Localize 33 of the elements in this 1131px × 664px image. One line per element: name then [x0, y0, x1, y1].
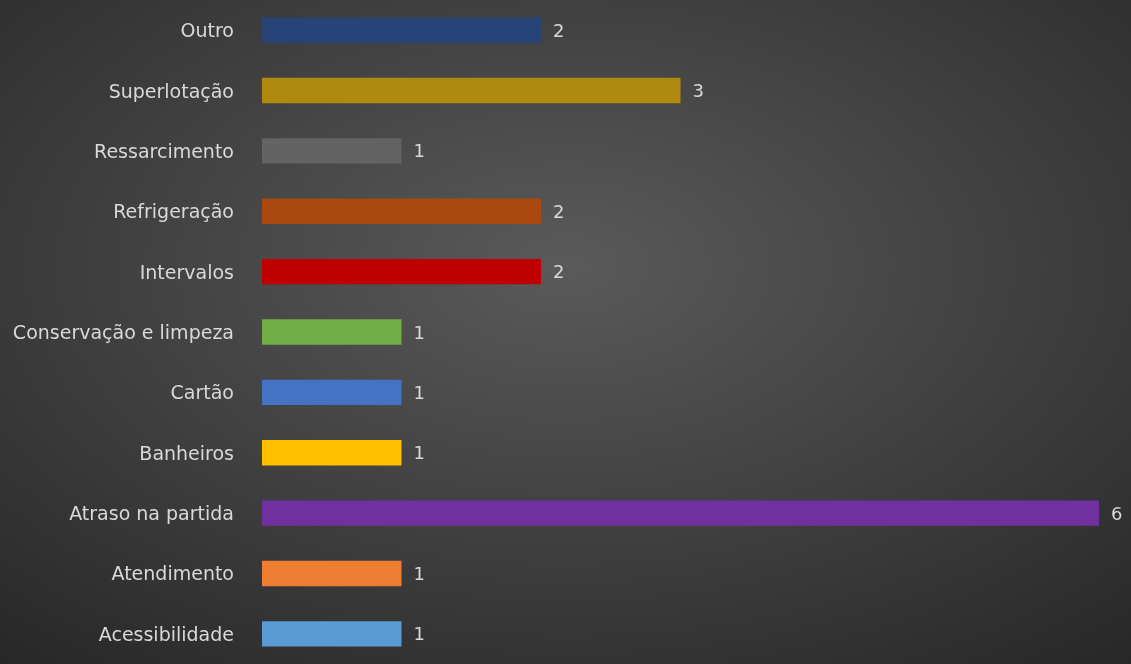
- y-tick-label: Cartão: [170, 381, 234, 404]
- y-tick-label: Intervalos: [139, 260, 234, 283]
- data-label: 2: [553, 261, 565, 283]
- data-label: 6: [1111, 502, 1123, 524]
- bar: [262, 319, 402, 345]
- y-tick-label: Superlotação: [108, 79, 234, 102]
- data-label: 1: [413, 140, 425, 162]
- data-label: 1: [413, 381, 425, 403]
- data-label: 2: [553, 19, 565, 41]
- bar: [262, 138, 402, 164]
- y-tick-label: Conservação e limpeza: [12, 321, 234, 343]
- y-tick-label: Atendimento: [111, 562, 234, 585]
- data-label: 2: [553, 200, 565, 222]
- bar: [262, 440, 402, 466]
- bar: [262, 77, 681, 104]
- y-tick-label: Outro: [180, 19, 234, 42]
- bar: [262, 17, 541, 43]
- data-label: 1: [413, 442, 425, 464]
- y-tick-label: Acessibilidade: [98, 622, 234, 645]
- bar: [262, 621, 402, 647]
- data-label: 1: [413, 321, 425, 343]
- y-tick-label: Atraso na partida: [69, 502, 234, 525]
- data-label: 3: [692, 80, 704, 102]
- data-label: 1: [413, 623, 425, 645]
- data-label: 1: [413, 562, 425, 584]
- bar: [262, 500, 1099, 526]
- y-tick-label: Ressarcimento: [94, 139, 234, 162]
- y-tick-label: Banheiros: [139, 441, 234, 464]
- bar: [262, 560, 402, 587]
- bar: [262, 379, 402, 406]
- bar: [262, 198, 541, 224]
- y-tick-label: Refrigeração: [113, 200, 234, 223]
- bar: [262, 258, 541, 285]
